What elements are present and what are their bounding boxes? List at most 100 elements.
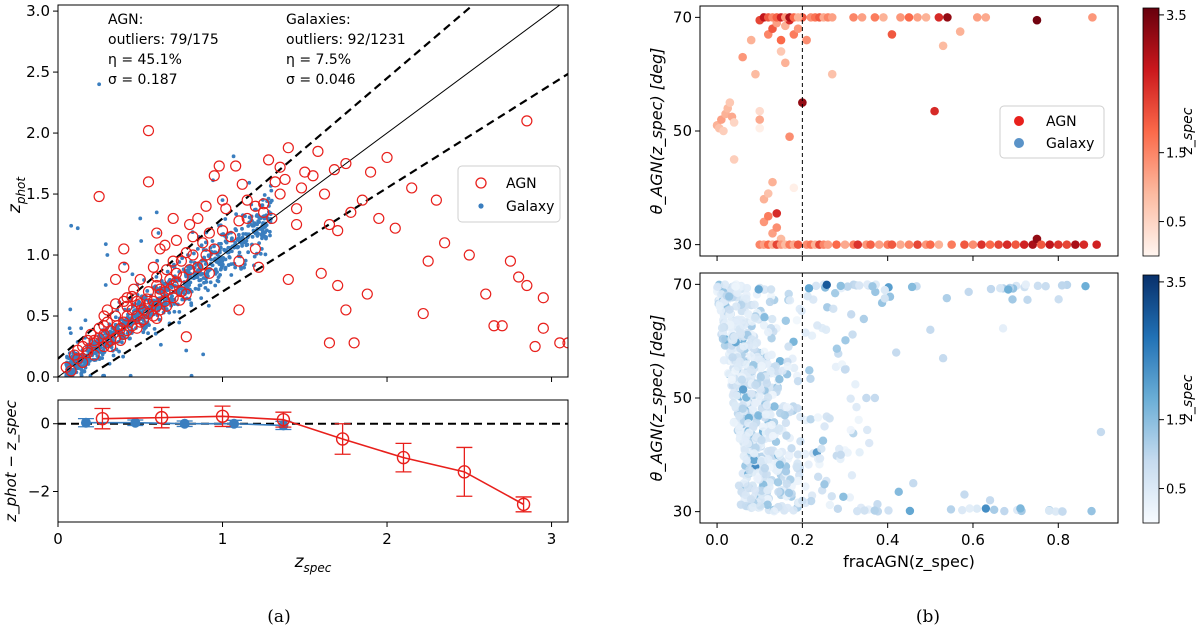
agn-point [208,243,220,255]
ytick-label: 2.5 [26,63,50,81]
galaxy-point [236,232,241,237]
agn-point [180,246,192,259]
galaxy-median-point [130,417,141,428]
colorbar-blues-label: z_spec [1180,374,1196,422]
agn-point [866,240,875,249]
lower-outlier-bound-line [84,72,568,377]
galaxy-point [720,341,730,350]
galaxy-point [847,471,857,480]
galaxy-point [206,254,211,258]
galaxy-point [803,292,812,301]
galaxy-point [170,298,175,303]
agn-point [938,41,948,51]
galaxy-point [729,418,738,427]
galaxy-point [845,493,855,502]
galaxy-point [839,492,848,501]
galaxy-point [246,250,251,255]
galaxy-point [843,282,852,291]
galaxy-point [746,351,756,361]
panel-b-top-legend: AGN Galaxy [999,105,1105,159]
galaxy-point [119,340,124,345]
legend-b-agn-marker [1014,116,1024,126]
galaxy-point [154,210,159,215]
xtick-label: 0.8 [1046,531,1070,549]
galaxy-point [801,328,810,337]
galaxy-point [740,445,749,455]
galaxy-point [212,244,216,249]
galaxy-point [1000,506,1009,516]
galaxy-point [229,273,234,277]
galaxy-point [727,375,736,385]
agn-point [332,279,344,292]
galaxy-point [130,272,135,277]
galaxy-point [79,367,83,371]
galaxy-median-point [179,418,190,429]
galaxy-point [139,239,144,243]
panel-a-bottom-marks [58,405,568,513]
agn-point [262,154,275,166]
galaxy-point [113,315,118,320]
galaxy-point [859,314,869,324]
agn-point [312,145,324,157]
galaxy-point [833,504,843,513]
agn-median-point [95,411,110,426]
galaxy-point [763,327,773,337]
galaxy-point [796,437,805,446]
galaxy-median-point [80,417,91,428]
galaxy-point [829,304,838,313]
galaxy-point [1051,507,1060,516]
galaxy-point [746,495,756,504]
galaxy-point [757,361,766,371]
agn-point [772,223,782,232]
agn-annotation-line-3: η = 45.1% [108,52,182,68]
agn-point [290,218,303,231]
galaxy-point [223,267,228,272]
galaxy-point [226,245,231,250]
agn-point [874,240,884,249]
agn-point [216,225,229,237]
panel-b-bottom-xlabel: fracAGN(z_spec) [843,552,975,572]
agn-point [921,13,931,22]
agn-point [220,203,232,215]
galaxy-point [796,412,805,422]
galaxy-point [213,283,218,288]
galaxy-point [775,460,785,469]
galaxy-point [996,284,1005,293]
galaxy-point [758,422,768,432]
agn-point [738,52,747,62]
galaxy-point [250,242,254,247]
agn-point [203,267,215,279]
galaxy-point [736,329,746,339]
galaxy-point [186,269,191,273]
agn-point [167,279,179,292]
galaxy-point [764,455,773,464]
galaxy-point [989,505,999,515]
galaxy-point [755,391,764,401]
galaxy-point [146,331,150,336]
agn-median-point [276,412,291,427]
agn-point [793,13,803,22]
agn-point [98,340,110,353]
galaxy-point [737,375,747,384]
agn-point [118,328,130,340]
agn-point [101,337,113,349]
agn-point [151,227,163,239]
agn-point [164,273,176,286]
agn-point [1092,240,1101,249]
agn-point [258,198,270,210]
galaxy-point [822,280,831,289]
galaxy-point [760,464,770,473]
galaxy-point [250,223,255,228]
agn-point [904,13,914,22]
galaxy-point [240,226,244,231]
galaxy-point [158,342,163,347]
agn-point [241,194,253,206]
agn-point [968,240,978,249]
xtick-label: 0 [53,530,63,548]
agn-annotation-line-4: σ = 0.187 [108,72,178,88]
agn-point [134,273,146,286]
galaxy-point [69,223,74,228]
galaxy-point [986,284,996,294]
galaxy-point [748,502,758,512]
galaxy-point [198,272,203,277]
